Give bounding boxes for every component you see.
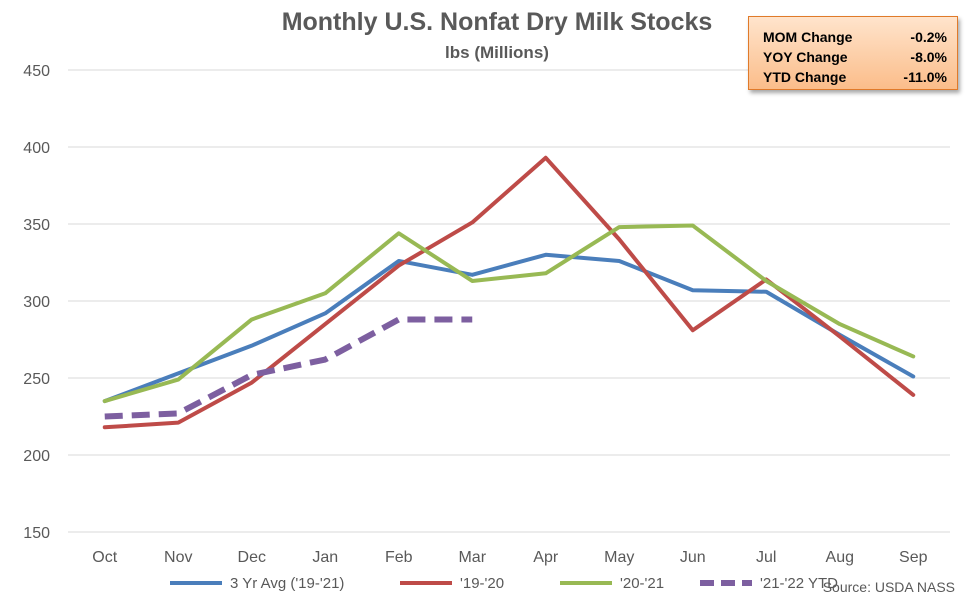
series-line-3: [104, 316, 473, 420]
series-lines: [102, 155, 916, 430]
stat-label: MOM Change: [763, 29, 853, 45]
y-tick-label: 200: [23, 448, 50, 465]
x-tick-label: May: [604, 549, 634, 566]
y-tick-label: 450: [23, 63, 50, 80]
gridlines: [68, 69, 950, 533]
x-tick-label: Oct: [92, 549, 117, 566]
legend-label-3: '21-'22 YTD: [760, 575, 838, 592]
y-tick-label: 300: [23, 294, 50, 311]
stat-row-yoy: YOY Change -8.0%: [763, 47, 947, 67]
y-tick-label: 150: [23, 525, 50, 542]
x-tick-label: Aug: [826, 549, 854, 566]
legend-label-1: '19-'20: [460, 575, 504, 592]
change-stats-box: MOM Change -0.2% YOY Change -8.0% YTD Ch…: [748, 16, 958, 90]
source-note: Source: USDA NASS: [823, 579, 955, 595]
series-line-2: [102, 223, 916, 404]
stat-value: -11.0%: [903, 69, 947, 85]
x-tick-label: Nov: [164, 549, 192, 566]
y-tick-label: 250: [23, 371, 50, 388]
y-tick-label: 350: [23, 217, 50, 234]
x-tick-label: Mar: [458, 549, 486, 566]
stat-label: YOY Change: [763, 49, 848, 65]
x-tick-label: Feb: [385, 549, 413, 566]
chart-subtitle: lbs (Millions): [445, 43, 549, 62]
stat-row-mom: MOM Change -0.2%: [763, 27, 947, 47]
stat-row-ytd: YTD Change -11.0%: [763, 67, 947, 87]
x-axis-ticks: Oct Nov Dec Jan Feb Mar Apr May Jun Jul Aug Sep: [92, 549, 927, 566]
legend-label-0: 3 Yr Avg ('19-'21): [230, 575, 344, 592]
x-tick-label: Jul: [756, 549, 776, 566]
legend: 3 Yr Avg ('19-'21) '19-'20 '20-'21 '21-'22 …: [170, 575, 838, 592]
y-tick-label: 400: [23, 140, 50, 157]
x-tick-label: Jan: [312, 549, 338, 566]
series-line-1: [102, 155, 916, 430]
x-tick-label: Dec: [238, 549, 266, 566]
x-tick-label: Apr: [533, 549, 559, 566]
x-tick-label: Jun: [680, 549, 706, 566]
x-tick-label: Sep: [899, 549, 928, 566]
stat-value: -8.0%: [910, 49, 947, 65]
y-axis-ticks: 150 200 250 300 350 400 450: [23, 63, 50, 542]
legend-label-2: '20-'21: [620, 575, 664, 592]
series-line-0: [102, 252, 916, 404]
chart-title: Monthly U.S. Nonfat Dry Milk Stocks: [282, 8, 713, 36]
stat-value: -0.2%: [910, 29, 947, 45]
stat-label: YTD Change: [763, 69, 847, 85]
